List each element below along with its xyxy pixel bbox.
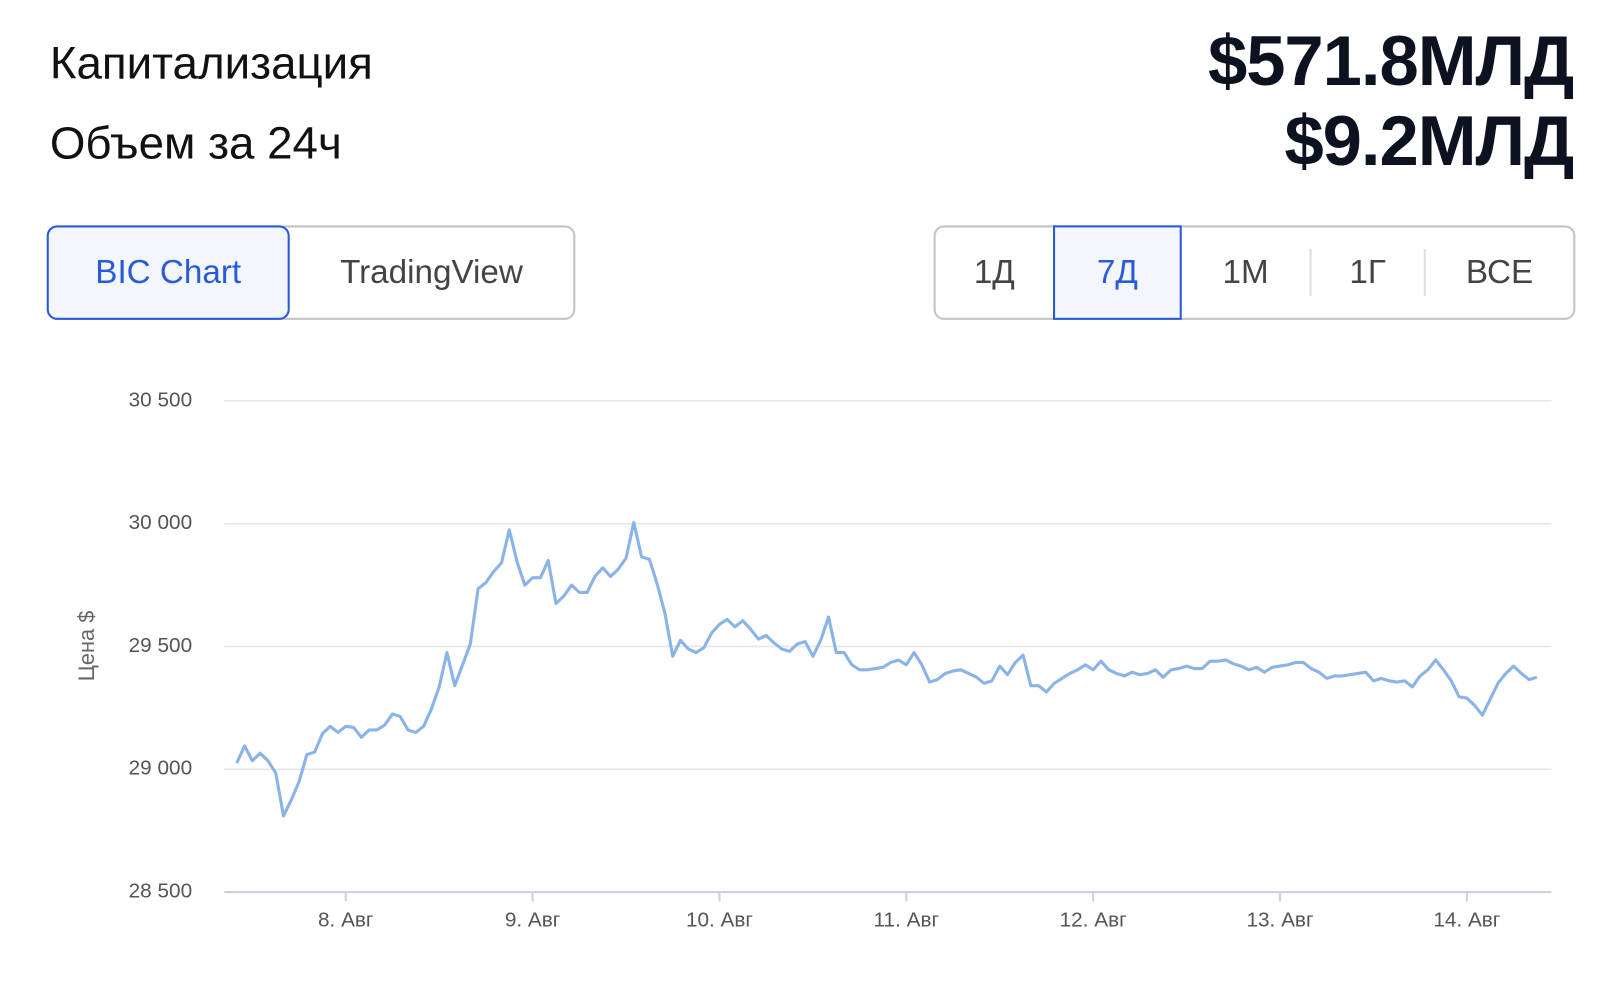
volume-label: Объем за 24ч	[50, 118, 342, 169]
tab[interactable]: 1М	[1223, 254, 1269, 291]
market-cap-label: Капитализация	[50, 38, 373, 89]
x-tick-label: 11. Авг	[874, 909, 940, 932]
tab[interactable]: 1Д	[974, 254, 1015, 291]
tab[interactable]: 7Д	[1097, 254, 1138, 291]
x-tick-label: 12. Авг	[1060, 909, 1127, 932]
tab[interactable]: ВСЕ	[1466, 254, 1533, 291]
y-tick-label: 29 500	[129, 634, 192, 657]
tab[interactable]: TradingView	[340, 254, 524, 291]
y-axis-label: Цена $	[74, 611, 99, 682]
y-tick-label: 29 000	[129, 757, 192, 780]
tab[interactable]: BIC Chart	[95, 254, 241, 291]
tab[interactable]: 1Г	[1349, 254, 1385, 291]
x-tick-label: 10. Авг	[686, 909, 753, 932]
x-tick-label: 8. Авг	[318, 909, 374, 932]
x-tick-label: 14. Авг	[1433, 909, 1500, 932]
tab-selected[interactable]	[1053, 225, 1182, 320]
market-cap-value: $571.8МЛД	[1208, 21, 1574, 100]
y-tick-label: 30 500	[129, 388, 192, 411]
y-tick-label: 30 000	[129, 511, 192, 534]
x-tick-label: 9. Авг	[505, 909, 561, 932]
x-tick-label: 13. Авг	[1246, 909, 1313, 932]
volume-value: $9.2МЛД	[1284, 101, 1574, 180]
tab-selected[interactable]	[46, 225, 290, 320]
price-line	[235, 520, 1538, 818]
y-tick-label: 28 500	[129, 880, 192, 903]
